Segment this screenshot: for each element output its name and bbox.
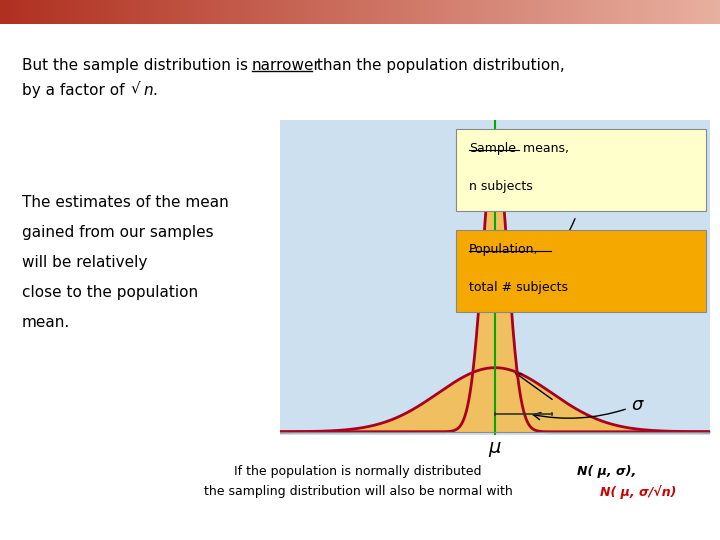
Text: N( μ, σ),: N( μ, σ), bbox=[577, 465, 636, 478]
Text: n: n bbox=[143, 83, 153, 98]
Text: Sample: Sample bbox=[469, 142, 516, 155]
Text: $\sigma$: $\sigma$ bbox=[534, 396, 644, 420]
FancyBboxPatch shape bbox=[456, 230, 706, 312]
FancyBboxPatch shape bbox=[456, 130, 706, 211]
Text: by a factor of: by a factor of bbox=[22, 83, 130, 98]
Text: N( μ, σ/√n): N( μ, σ/√n) bbox=[600, 485, 676, 499]
Text: gained from our samples: gained from our samples bbox=[22, 225, 214, 240]
Text: means,: means, bbox=[518, 142, 569, 155]
Text: close to the population: close to the population bbox=[22, 285, 198, 300]
Text: $\mu$: $\mu$ bbox=[488, 440, 502, 459]
Text: If the population is normally distributed: If the population is normally distribute… bbox=[234, 465, 486, 478]
Text: .: . bbox=[152, 83, 157, 98]
Text: Population,: Population, bbox=[469, 243, 539, 256]
Text: will be relatively: will be relatively bbox=[22, 255, 148, 270]
Text: √: √ bbox=[131, 80, 140, 95]
Text: $\sigma/\sqrt{n}$: $\sigma/\sqrt{n}$ bbox=[503, 192, 604, 301]
Text: mean.: mean. bbox=[22, 315, 71, 330]
Text: The estimates of the mean: The estimates of the mean bbox=[22, 195, 229, 210]
Text: n subjects: n subjects bbox=[469, 180, 533, 193]
Text: the sampling distribution will also be normal with: the sampling distribution will also be n… bbox=[204, 485, 516, 498]
Text: than the population distribution,: than the population distribution, bbox=[312, 58, 564, 73]
Text: But the sample distribution is: But the sample distribution is bbox=[22, 58, 253, 73]
Text: total # subjects: total # subjects bbox=[469, 281, 568, 294]
Text: narrower: narrower bbox=[252, 58, 321, 73]
